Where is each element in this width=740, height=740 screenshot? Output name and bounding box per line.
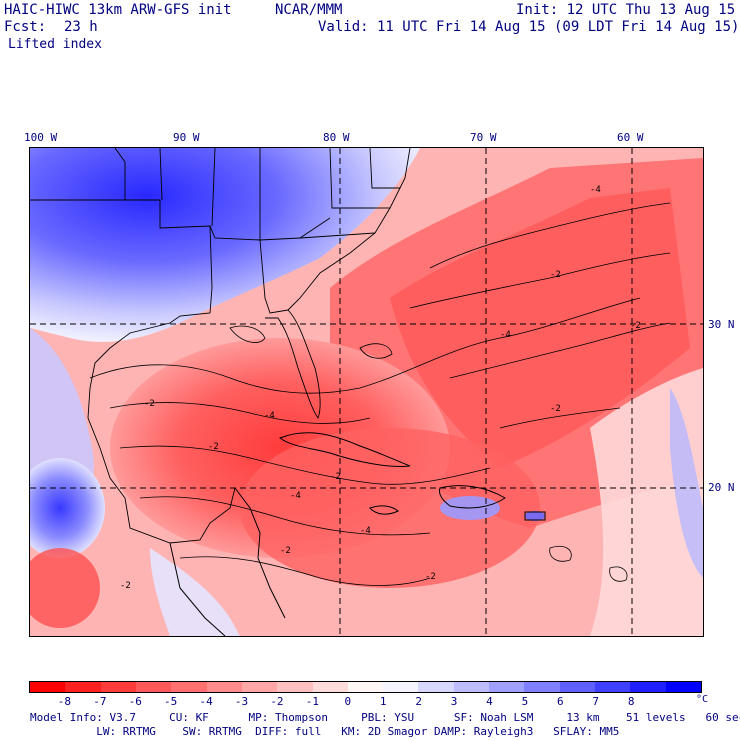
colorbar-label: 2 bbox=[415, 695, 422, 708]
cuba-outline bbox=[279, 432, 411, 467]
model-title: HAIC-HIWC 13km ARW-GFS init bbox=[4, 2, 232, 18]
hispaniola-outline bbox=[439, 485, 506, 509]
colorbar-swatch bbox=[65, 682, 101, 692]
forecast-hour: 23 h bbox=[64, 19, 98, 35]
contour-label: -2 bbox=[630, 321, 641, 331]
contour-label: -4 bbox=[500, 330, 511, 340]
caribbean-red-area bbox=[240, 428, 540, 588]
colorbar-label: 6 bbox=[557, 695, 564, 708]
lon-label-80w: 80 W bbox=[323, 131, 350, 144]
puerto-rico-outline bbox=[524, 511, 546, 521]
colorbar-swatch bbox=[524, 682, 560, 692]
model-info-line-1: Model Info: V3.7 CU: KF MP: Thompson PBL… bbox=[30, 711, 740, 724]
contour-label: -2 bbox=[330, 472, 341, 482]
colorbar-swatch bbox=[135, 682, 172, 692]
contour-label: -2 bbox=[208, 442, 219, 452]
colorbar-swatch bbox=[312, 682, 348, 692]
forecast-label: Fcst: bbox=[4, 19, 47, 35]
lifted-index-map: -2 -4 -2 -2 -2 -4 -4 -2 -2 -2 -4 -2 -2 -… bbox=[29, 147, 704, 637]
colorbar-swatch bbox=[241, 682, 278, 692]
colorbar-swatch bbox=[453, 682, 490, 692]
colorbar-swatch bbox=[630, 682, 666, 692]
eastern-blue-edge bbox=[670, 388, 703, 578]
colorbar-swatch bbox=[595, 682, 631, 692]
colorbar-label: -8 bbox=[57, 695, 72, 708]
colorbar-label: 7 bbox=[592, 695, 600, 708]
colorbar-swatch bbox=[277, 682, 313, 692]
contour-label: -2 bbox=[280, 546, 291, 556]
jamaica-outline bbox=[369, 505, 399, 515]
lat-label-30n: 30 N bbox=[708, 318, 735, 331]
colorbar-label: 4 bbox=[486, 695, 493, 708]
contour-label: -2 bbox=[425, 572, 436, 582]
colorbar-swatch bbox=[665, 682, 701, 692]
colorbar-label: -5 bbox=[164, 695, 178, 708]
colorbar-label: -4 bbox=[199, 695, 213, 708]
colorbar-swatch bbox=[418, 682, 454, 692]
lat-label-20n: 20 N bbox=[708, 481, 735, 494]
colorbar-label: -6 bbox=[128, 695, 142, 708]
colorbar-swatch bbox=[383, 682, 419, 692]
contour-label: -2 bbox=[550, 270, 561, 280]
contour-label: -2 bbox=[144, 399, 155, 409]
puerto-rico-blue bbox=[525, 511, 545, 521]
colorbar-swatch bbox=[206, 682, 242, 692]
contour-label: -2 bbox=[550, 404, 561, 414]
colorbar-label: -7 bbox=[93, 695, 107, 708]
colorbar-swatch bbox=[347, 682, 384, 692]
colorbar-label: -1 bbox=[305, 695, 319, 708]
colorbar-label: -2 bbox=[270, 695, 284, 708]
field-name: Lifted index bbox=[8, 37, 102, 52]
model-info-line-2: LW: RRTMG SW: RRTMG DIFF: full KM: 2D Sm… bbox=[30, 725, 620, 738]
colorbar-label: 5 bbox=[521, 695, 529, 708]
colorbar-swatch bbox=[171, 682, 207, 692]
lifted-index-contours bbox=[89, 202, 671, 586]
lon-label-60w: 60 W bbox=[617, 131, 644, 144]
map-canvas: -2 -4 -2 -2 -2 -4 -4 -2 -2 -2 -4 -2 -2 -… bbox=[30, 148, 703, 636]
init-time: Init: 12 UTC Thu 13 Aug 15 bbox=[516, 2, 736, 18]
colorbar-label: 8 bbox=[627, 695, 635, 708]
lon-label-70w: 70 W bbox=[470, 131, 497, 144]
valid-time: Valid: 11 UTC Fri 14 Aug 15 (09 LDT Fri … bbox=[318, 19, 740, 35]
contour-label: -4 bbox=[264, 411, 275, 421]
lat-lon-grid bbox=[30, 148, 703, 636]
contour-labels: -2 -4 -2 -2 -2 -4 -4 -2 -2 -2 -4 -2 -2 -… bbox=[120, 185, 641, 591]
contour-label: -4 bbox=[360, 526, 371, 536]
colorbar-swatch bbox=[489, 682, 525, 692]
colorbar-swatch bbox=[30, 682, 66, 692]
colorbar-label: 3 bbox=[450, 695, 458, 708]
continental-blue-area bbox=[30, 148, 420, 342]
contour-label: -4 bbox=[590, 185, 601, 195]
colorbar-label: 1 bbox=[379, 695, 387, 708]
contour-label: -4 bbox=[290, 491, 301, 501]
islands bbox=[169, 432, 546, 636]
southwest-red-pocket bbox=[30, 548, 100, 628]
central-america-pale bbox=[150, 548, 240, 636]
colorbar-swatch bbox=[559, 682, 595, 692]
lon-label-100w: 100 W bbox=[24, 131, 58, 144]
lon-label-90w: 90 W bbox=[173, 131, 200, 144]
colorbar-swatch bbox=[100, 682, 136, 692]
org-label: NCAR/MMM bbox=[275, 2, 343, 18]
colorbar-label: -3 bbox=[234, 695, 249, 708]
pacific-blue-pocket bbox=[30, 458, 105, 558]
colorbar bbox=[29, 681, 702, 693]
colorbar-label: 0 bbox=[344, 695, 352, 708]
colorbar-unit: °C bbox=[696, 694, 709, 705]
contour-label: -2 bbox=[120, 581, 131, 591]
coastlines bbox=[30, 148, 411, 544]
